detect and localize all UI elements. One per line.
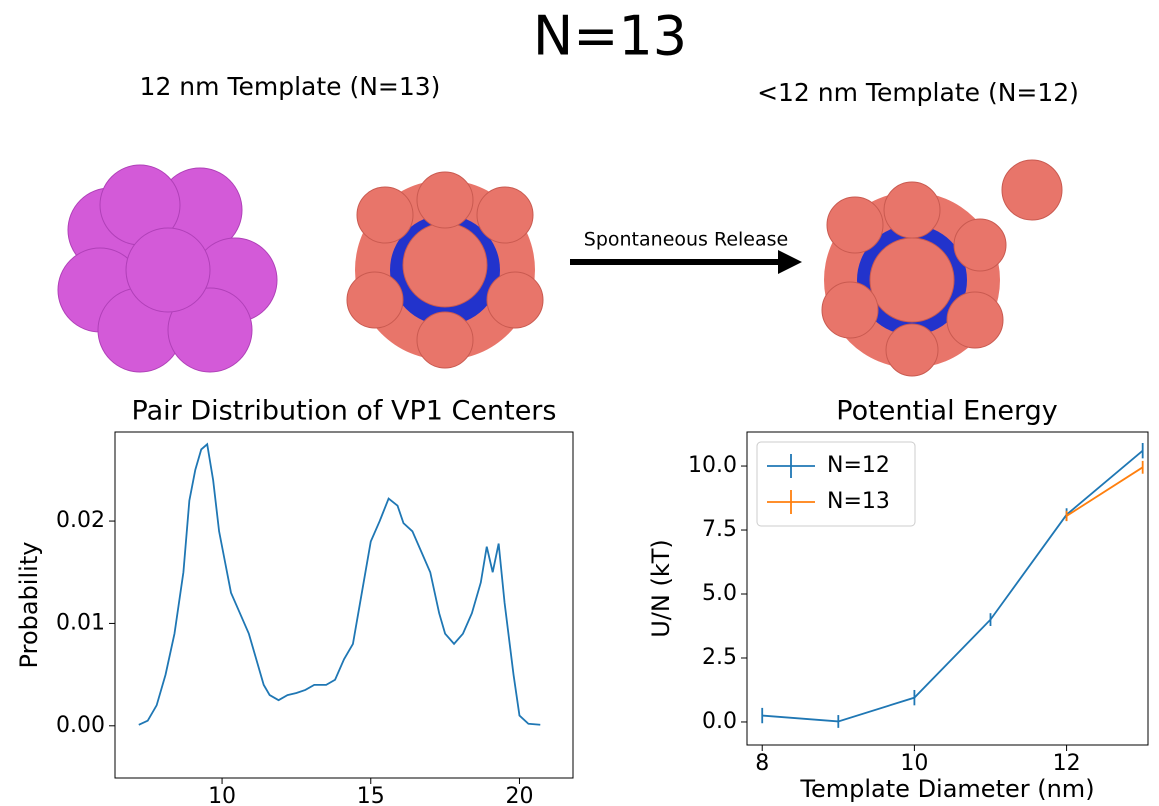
data-line: [1066, 466, 1144, 517]
x-tick-label: 8: [755, 751, 769, 776]
y-axis-label: U/N (kT): [647, 539, 675, 638]
legend-label: N=13: [827, 489, 890, 514]
x-axis-label: Template Diameter (nm): [799, 775, 1094, 803]
legend-box: [756, 441, 916, 527]
capsid-n13: [346, 171, 544, 369]
template-sphere-cluster: [57, 164, 278, 373]
chart-title: Pair Distribution of VP1 Centers: [132, 396, 557, 427]
capsid-n12: [821, 159, 1063, 377]
legend-label: N=12: [827, 453, 890, 478]
x-tick-label: 10: [900, 751, 928, 776]
x-tick-label: 10: [208, 784, 236, 806]
arrow: [570, 250, 802, 274]
right-label: <12 nm Template (N=12): [757, 78, 1079, 107]
data-line: [138, 442, 541, 726]
y-tick-label: 0.00: [56, 713, 105, 738]
y-tick-label: 5.0: [702, 581, 737, 606]
axes-frame: [114, 431, 574, 779]
y-tick-label: 0.01: [56, 610, 105, 635]
arrow-label: Spontaneous Release: [584, 229, 788, 251]
y-tick-label: 7.5: [702, 517, 737, 542]
y-tick-label: 2.5: [702, 645, 737, 670]
x-tick-label: 20: [505, 784, 533, 806]
x-tick-label: 12: [1053, 751, 1081, 776]
y-tick-label: 0.02: [56, 508, 105, 533]
y-tick-label: 0.0: [702, 709, 737, 734]
y-tick-label: 10.0: [688, 453, 737, 478]
axes-frame: [746, 431, 1149, 746]
figure-title: N=13: [533, 5, 687, 68]
data-line: [762, 449, 1144, 723]
chart-title: Potential Energy: [836, 396, 1057, 427]
x-tick-label: 15: [357, 784, 385, 806]
y-axis-label: Probability: [15, 542, 43, 669]
left-label: 12 nm Template (N=13): [140, 72, 441, 101]
